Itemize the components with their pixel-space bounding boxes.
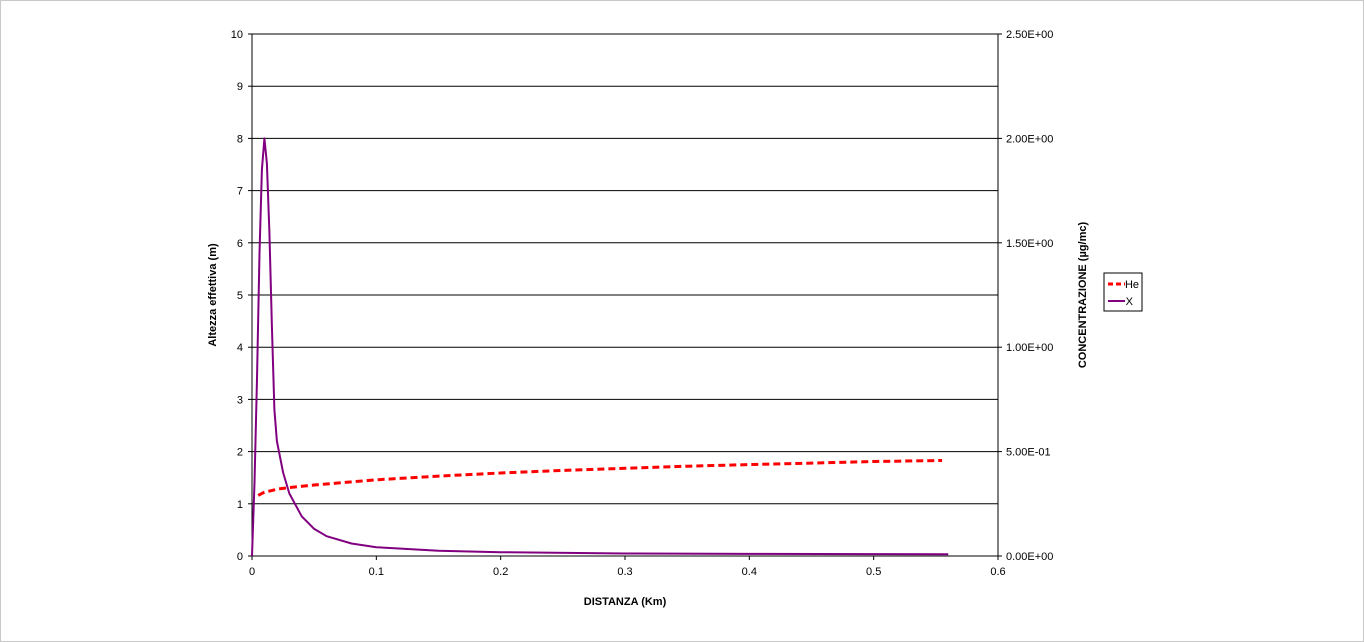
y-tick-label: 4 <box>237 342 243 354</box>
x-tick-label: 0.5 <box>866 566 881 578</box>
y2-axis-title: CONCENTRAZIONE (µg/mc) <box>1077 222 1089 369</box>
series-line-he <box>257 459 943 497</box>
y2-tick-label: 5.00E-01 <box>1006 447 1051 459</box>
series-line-x <box>251 137 949 557</box>
x-tick-label: 0.1 <box>369 566 384 578</box>
y-tick-label: 5 <box>237 290 243 302</box>
y-tick-label: 3 <box>237 394 243 406</box>
x-tick-label: 0.2 <box>493 566 508 578</box>
y2-tick-label: 2.50E+00 <box>1006 29 1053 41</box>
x-tick-label: 0.3 <box>617 566 632 578</box>
y-tick-label: 6 <box>237 238 243 250</box>
legend-label-he: He <box>1125 279 1139 291</box>
y-tick-label: 8 <box>237 133 243 145</box>
legend: He X <box>1103 272 1143 312</box>
y-tick-label: 0 <box>237 551 243 563</box>
y-tick-label: 9 <box>237 81 243 93</box>
y-axis-title: Altezza effettiva (m) <box>207 243 219 347</box>
x-tick-label: 0.4 <box>742 566 757 578</box>
y-axis-right: 0.00E+00 5.00E-01 1.00E+00 1.50E+00 2.00E+00… <box>998 29 1053 563</box>
x-tick-label: 0.6 <box>990 566 1005 578</box>
x-axis-title: DISTANZA (Km) <box>584 596 667 608</box>
legend-box <box>1103 272 1143 312</box>
y-tick-label: 10 <box>231 29 243 41</box>
y2-tick-label: 2.00E+00 <box>1006 133 1053 145</box>
y2-tick-label: 1.50E+00 <box>1006 238 1053 250</box>
legend-label-x: X <box>1126 296 1134 308</box>
y2-tick-label: 0.00E+00 <box>1006 551 1053 563</box>
series-lines <box>251 137 949 557</box>
x-axis: 0 0.1 0.2 0.3 0.4 0.5 0.6 <box>249 556 1006 578</box>
y-tick-label: 2 <box>237 447 243 459</box>
y-tick-label: 7 <box>237 186 243 198</box>
y-tick-label: 1 <box>237 499 243 511</box>
y2-tick-label: 1.00E+00 <box>1006 342 1053 354</box>
gridlines <box>252 33 998 557</box>
x-tick-label: 0 <box>249 566 255 578</box>
y-axis-left: 0 1 2 3 4 5 6 7 8 9 10 <box>231 29 252 563</box>
